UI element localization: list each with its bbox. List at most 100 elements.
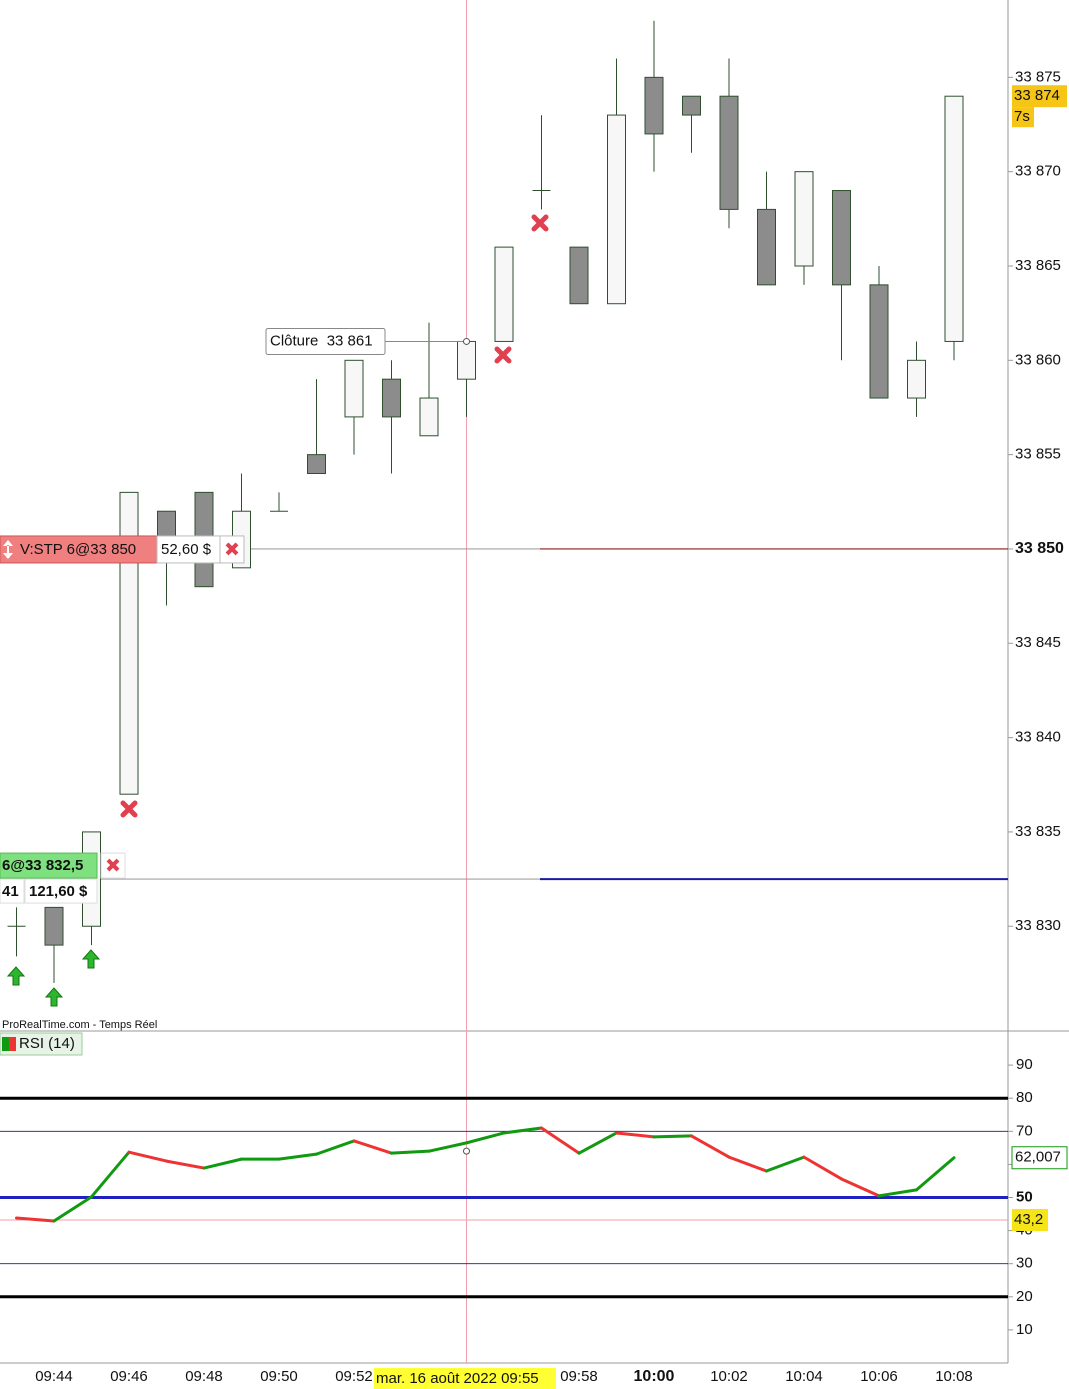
- rsi-segment: [352, 1139, 393, 1155]
- rsi-segment: [802, 1155, 843, 1181]
- candle-body: [869, 284, 889, 399]
- candle-body: [757, 208, 776, 286]
- candle-body: [907, 359, 926, 399]
- rsi-segment: [202, 1157, 243, 1170]
- y-tick-label: 33 875: [1015, 68, 1061, 85]
- order-label: V:STP 6@33 850: [20, 541, 136, 558]
- y-tick-label: 33 865: [1015, 257, 1061, 274]
- order-box: [0, 852, 98, 879]
- x-tick-label: 09:48: [185, 1368, 223, 1385]
- rsi-segment: [727, 1155, 768, 1173]
- y-tick-label: 50: [1016, 1188, 1033, 1205]
- order-qty-box: [0, 878, 25, 904]
- y-tick-label: 70: [1016, 1122, 1033, 1139]
- legend-swatch: [2, 1037, 9, 1051]
- x-tick-label: 10:00: [634, 1368, 675, 1385]
- candle-body: [419, 397, 439, 437]
- candle-body: [794, 171, 814, 267]
- order-pnl: 121,60 $: [29, 883, 88, 900]
- rsi-segment: [840, 1177, 881, 1198]
- rsi-segment: [615, 1131, 656, 1139]
- exit-cross: [531, 214, 549, 232]
- rsi-segment: [502, 1126, 543, 1135]
- source-label: ProRealTime.com - Temps Réel: [2, 1019, 157, 1031]
- y-tick-label: 30: [1016, 1255, 1033, 1272]
- exit-cross: [494, 346, 512, 364]
- y-tick-label: 33 855: [1015, 446, 1061, 463]
- order-pnl-box: [24, 878, 98, 904]
- y-tick-label: 33 850: [1015, 540, 1064, 557]
- y-tick-label: 33 870: [1015, 163, 1061, 180]
- indicator-name: RSI (14): [19, 1035, 75, 1052]
- rsi-segment: [90, 1150, 131, 1199]
- rsi-segment: [690, 1134, 731, 1159]
- candle-body: [157, 510, 176, 541]
- crosshair-x-box: [374, 1368, 556, 1389]
- crosshair-box: [265, 327, 386, 355]
- exit-cross: [120, 800, 138, 818]
- candle-body: [307, 454, 326, 474]
- candle-body: [607, 114, 626, 305]
- candle-body: [119, 491, 139, 795]
- rsi-segment: [577, 1131, 618, 1155]
- x-tick-label: 09:46: [110, 1368, 148, 1385]
- x-tick-label: 09:58: [560, 1368, 598, 1385]
- rsi-segment: [15, 1216, 56, 1223]
- candle-body: [832, 190, 851, 286]
- y-tick-label: 80: [1016, 1089, 1033, 1106]
- candle-body: [944, 95, 964, 342]
- order-label: 6@33 832,5: [2, 857, 83, 874]
- order-qty: 41: [2, 883, 19, 900]
- y-tick-label: 20: [1016, 1288, 1033, 1305]
- order-pnl: 52,60 $: [161, 541, 212, 558]
- order-close: [225, 542, 239, 556]
- rsi-segment: [540, 1126, 581, 1155]
- candle-body: [644, 76, 664, 135]
- rsi-segment: [427, 1141, 468, 1153]
- x-tick-label: 09:50: [260, 1368, 298, 1385]
- y-tick-label: 33 845: [1015, 634, 1061, 651]
- rsi-segment: [877, 1188, 918, 1198]
- legend-swatch: [9, 1037, 16, 1051]
- candle-body: [682, 95, 701, 116]
- buy-arrow: [81, 949, 101, 969]
- rsi-segment: [915, 1156, 956, 1192]
- candle-body: [569, 246, 589, 305]
- y-tick-label: 33 840: [1015, 729, 1061, 746]
- crosshair-point: [463, 337, 470, 345]
- timer-box: [1012, 107, 1034, 128]
- last-value-label: 62,007: [1015, 1149, 1061, 1166]
- order-close: [106, 858, 120, 872]
- rsi-segment: [52, 1195, 93, 1223]
- indicator-badge: [0, 1032, 83, 1056]
- marker-box: [1012, 1209, 1048, 1232]
- timer: 7s: [1014, 108, 1030, 125]
- exits: [120, 214, 549, 818]
- crosshair-x-label: mar. 16 août 2022 09:55: [376, 1370, 539, 1387]
- y-tick-label: 33 835: [1015, 823, 1061, 840]
- candle-body: [494, 246, 514, 342]
- last-price-box: [1012, 85, 1067, 108]
- x-tick-label: 10:06: [860, 1368, 898, 1385]
- marker-label: 43,2: [1014, 1211, 1043, 1228]
- y-tick-label: 33 860: [1015, 351, 1061, 368]
- last-value-box: [1011, 1146, 1068, 1170]
- candle-body: [719, 95, 739, 210]
- candle-body: [382, 378, 401, 418]
- last-price: 33 874: [1014, 87, 1060, 104]
- buy-arrow: [44, 987, 64, 1007]
- rsi-segment: [652, 1134, 693, 1139]
- x-tick-label: 09:52: [335, 1368, 373, 1385]
- x-tick-label: 10:08: [935, 1368, 973, 1385]
- crosshair-point: [463, 1147, 470, 1155]
- y-tick-label: 10: [1016, 1321, 1033, 1338]
- signals: [6, 949, 101, 1007]
- candle-body: [344, 359, 364, 418]
- x-tick-label: 10:04: [785, 1368, 823, 1385]
- order-pnl-box: [156, 535, 221, 564]
- crosshair-label: Clôture 33 861: [270, 332, 373, 349]
- rsi-segment: [165, 1159, 206, 1170]
- buy-arrow: [6, 966, 26, 986]
- rsi-segment: [765, 1155, 806, 1173]
